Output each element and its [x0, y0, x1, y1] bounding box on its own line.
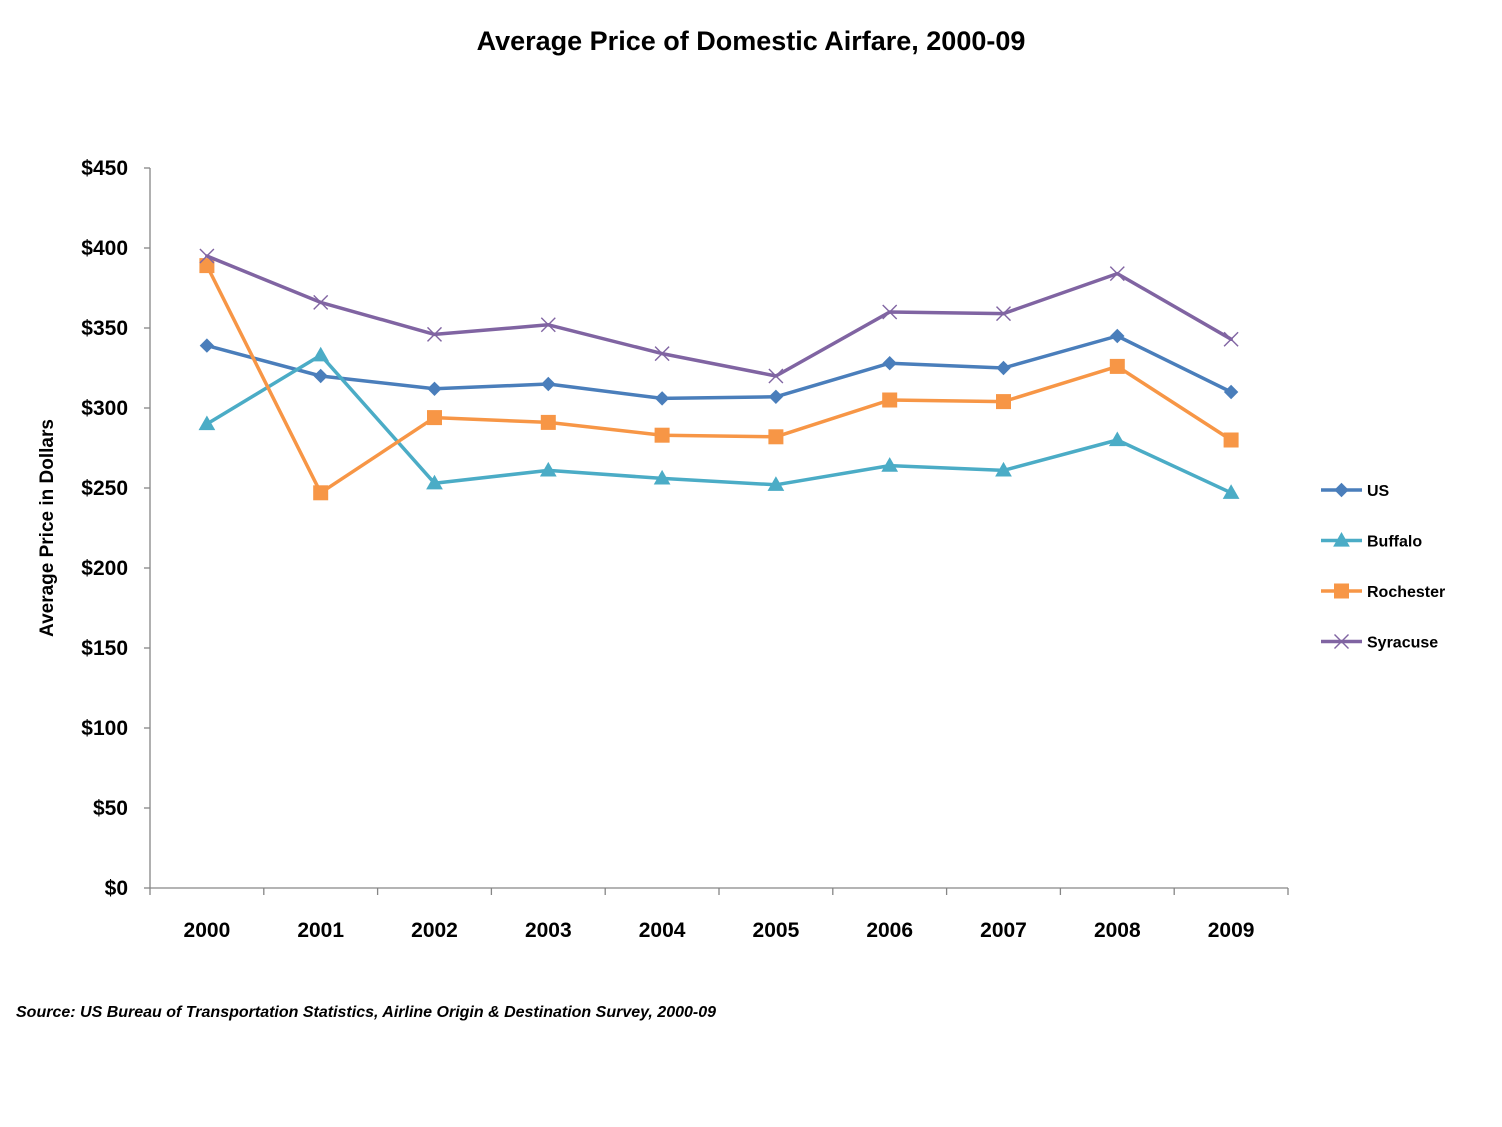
legend-label: Buffalo [1367, 534, 1422, 551]
data-point-syracuse [882, 304, 898, 320]
data-point-us [882, 355, 897, 371]
data-point-syracuse [540, 317, 556, 333]
x-tick-label: 2009 [1208, 919, 1255, 942]
x-tick-label: 2001 [297, 919, 344, 942]
data-point-syracuse [1109, 266, 1125, 282]
data-point-rochester [199, 258, 215, 274]
data-point-rochester [996, 394, 1011, 410]
data-point-us [1223, 384, 1239, 400]
data-point-us [768, 389, 784, 405]
x-tick-label: 2004 [639, 919, 686, 942]
x-marker-stroke [1223, 331, 1239, 347]
x-marker-stroke [199, 248, 215, 264]
y-tick-label: $450 [81, 157, 128, 180]
x-marker-stroke [1109, 266, 1125, 282]
data-point-us [654, 391, 670, 406]
legend-item-syracuse: Syracuse [1321, 634, 1438, 652]
legend-marker [1334, 583, 1349, 599]
series-us [199, 328, 1239, 406]
y-tick-label: $100 [81, 717, 128, 740]
x-tick-label: 2007 [980, 919, 1027, 942]
y-tick-label: $150 [81, 637, 128, 660]
data-point-syracuse [313, 294, 329, 310]
data-point-syracuse [1223, 331, 1239, 347]
legend-marker [1334, 634, 1349, 649]
source-note: Source: US Bureau of Transportation Stat… [16, 1004, 716, 1021]
data-point-buffalo [1222, 484, 1240, 499]
x-marker-stroke [654, 346, 670, 362]
data-point-buffalo [881, 457, 899, 472]
legend-item-us: US [1321, 482, 1390, 500]
data-point-us [1110, 328, 1125, 344]
series-line-us [205, 334, 1233, 401]
x-marker-stroke [540, 317, 556, 333]
chart-title: Average Price of Domestic Airfare, 2000-… [477, 26, 1026, 56]
data-point-rochester [768, 429, 784, 445]
y-axis-title: Average Price in Dollars [37, 419, 58, 637]
y-tick-label: $300 [81, 397, 128, 420]
legend-marker [1334, 482, 1349, 498]
series-line-rochester [205, 263, 1233, 495]
x-marker-stroke [882, 304, 898, 320]
data-point-syracuse [768, 368, 784, 384]
y-tick-label: $350 [81, 317, 128, 340]
data-point-buffalo [767, 476, 785, 491]
data-point-buffalo [539, 461, 557, 477]
data-point-rochester [1109, 358, 1125, 374]
legend-item-rochester: Rochester [1321, 583, 1445, 601]
data-point-rochester [313, 485, 329, 501]
data-point-buffalo [198, 415, 216, 431]
data-point-buffalo [1108, 431, 1126, 447]
data-point-us [199, 338, 215, 353]
series-rochester [199, 258, 1239, 501]
series-line-syracuse [205, 254, 1233, 378]
data-point-us [427, 381, 442, 397]
data-point-syracuse [199, 248, 215, 264]
y-tick-label: $250 [81, 477, 128, 500]
y-tick-label: $400 [81, 237, 128, 260]
series-syracuse [199, 248, 1239, 384]
data-point-rochester [654, 427, 670, 443]
series-layer [198, 248, 1240, 501]
data-point-buffalo [426, 474, 443, 490]
legend: US Buffalo Rochester Syracuse [1321, 482, 1445, 652]
series-buffalo [198, 346, 1240, 499]
x-tick-label: 2008 [1094, 919, 1141, 942]
x-tick-label: 2000 [184, 919, 231, 942]
data-point-syracuse [996, 306, 1011, 322]
x-marker-stroke [768, 368, 784, 384]
x-tick-label: 2003 [525, 919, 572, 942]
series-line-buffalo [205, 353, 1233, 495]
data-point-us [541, 376, 556, 392]
data-point-rochester [427, 410, 442, 426]
legend-item-buffalo: Buffalo [1321, 531, 1422, 551]
x-tick-label: 2005 [753, 919, 800, 942]
data-point-syracuse [427, 326, 442, 342]
legend-label: Syracuse [1367, 635, 1438, 652]
data-point-rochester [882, 392, 898, 408]
data-point-us [996, 360, 1011, 376]
axes: $0 $50 $100 $150 $200 $250 $300 $350 $400 $450 200… [81, 157, 1289, 942]
legend-marker [1333, 531, 1350, 547]
y-tick-label: $200 [81, 557, 128, 580]
legend-label: US [1367, 483, 1390, 500]
x-tick-label: 2006 [866, 919, 913, 942]
data-point-rochester [540, 414, 556, 430]
y-tick-label: $0 [105, 877, 128, 900]
data-point-buffalo [995, 461, 1012, 477]
x-marker-stroke [1334, 634, 1349, 649]
data-point-buffalo [312, 346, 330, 362]
x-tick-label: 2002 [411, 919, 458, 942]
data-point-buffalo [653, 469, 671, 485]
x-marker-stroke [313, 294, 329, 310]
data-point-syracuse [654, 346, 670, 362]
x-marker-stroke [427, 326, 442, 342]
data-point-us [313, 368, 328, 384]
y-tick-label: $50 [93, 797, 128, 820]
x-marker-stroke [996, 306, 1011, 322]
legend-label: Rochester [1367, 584, 1445, 601]
data-point-rochester [1223, 432, 1239, 448]
